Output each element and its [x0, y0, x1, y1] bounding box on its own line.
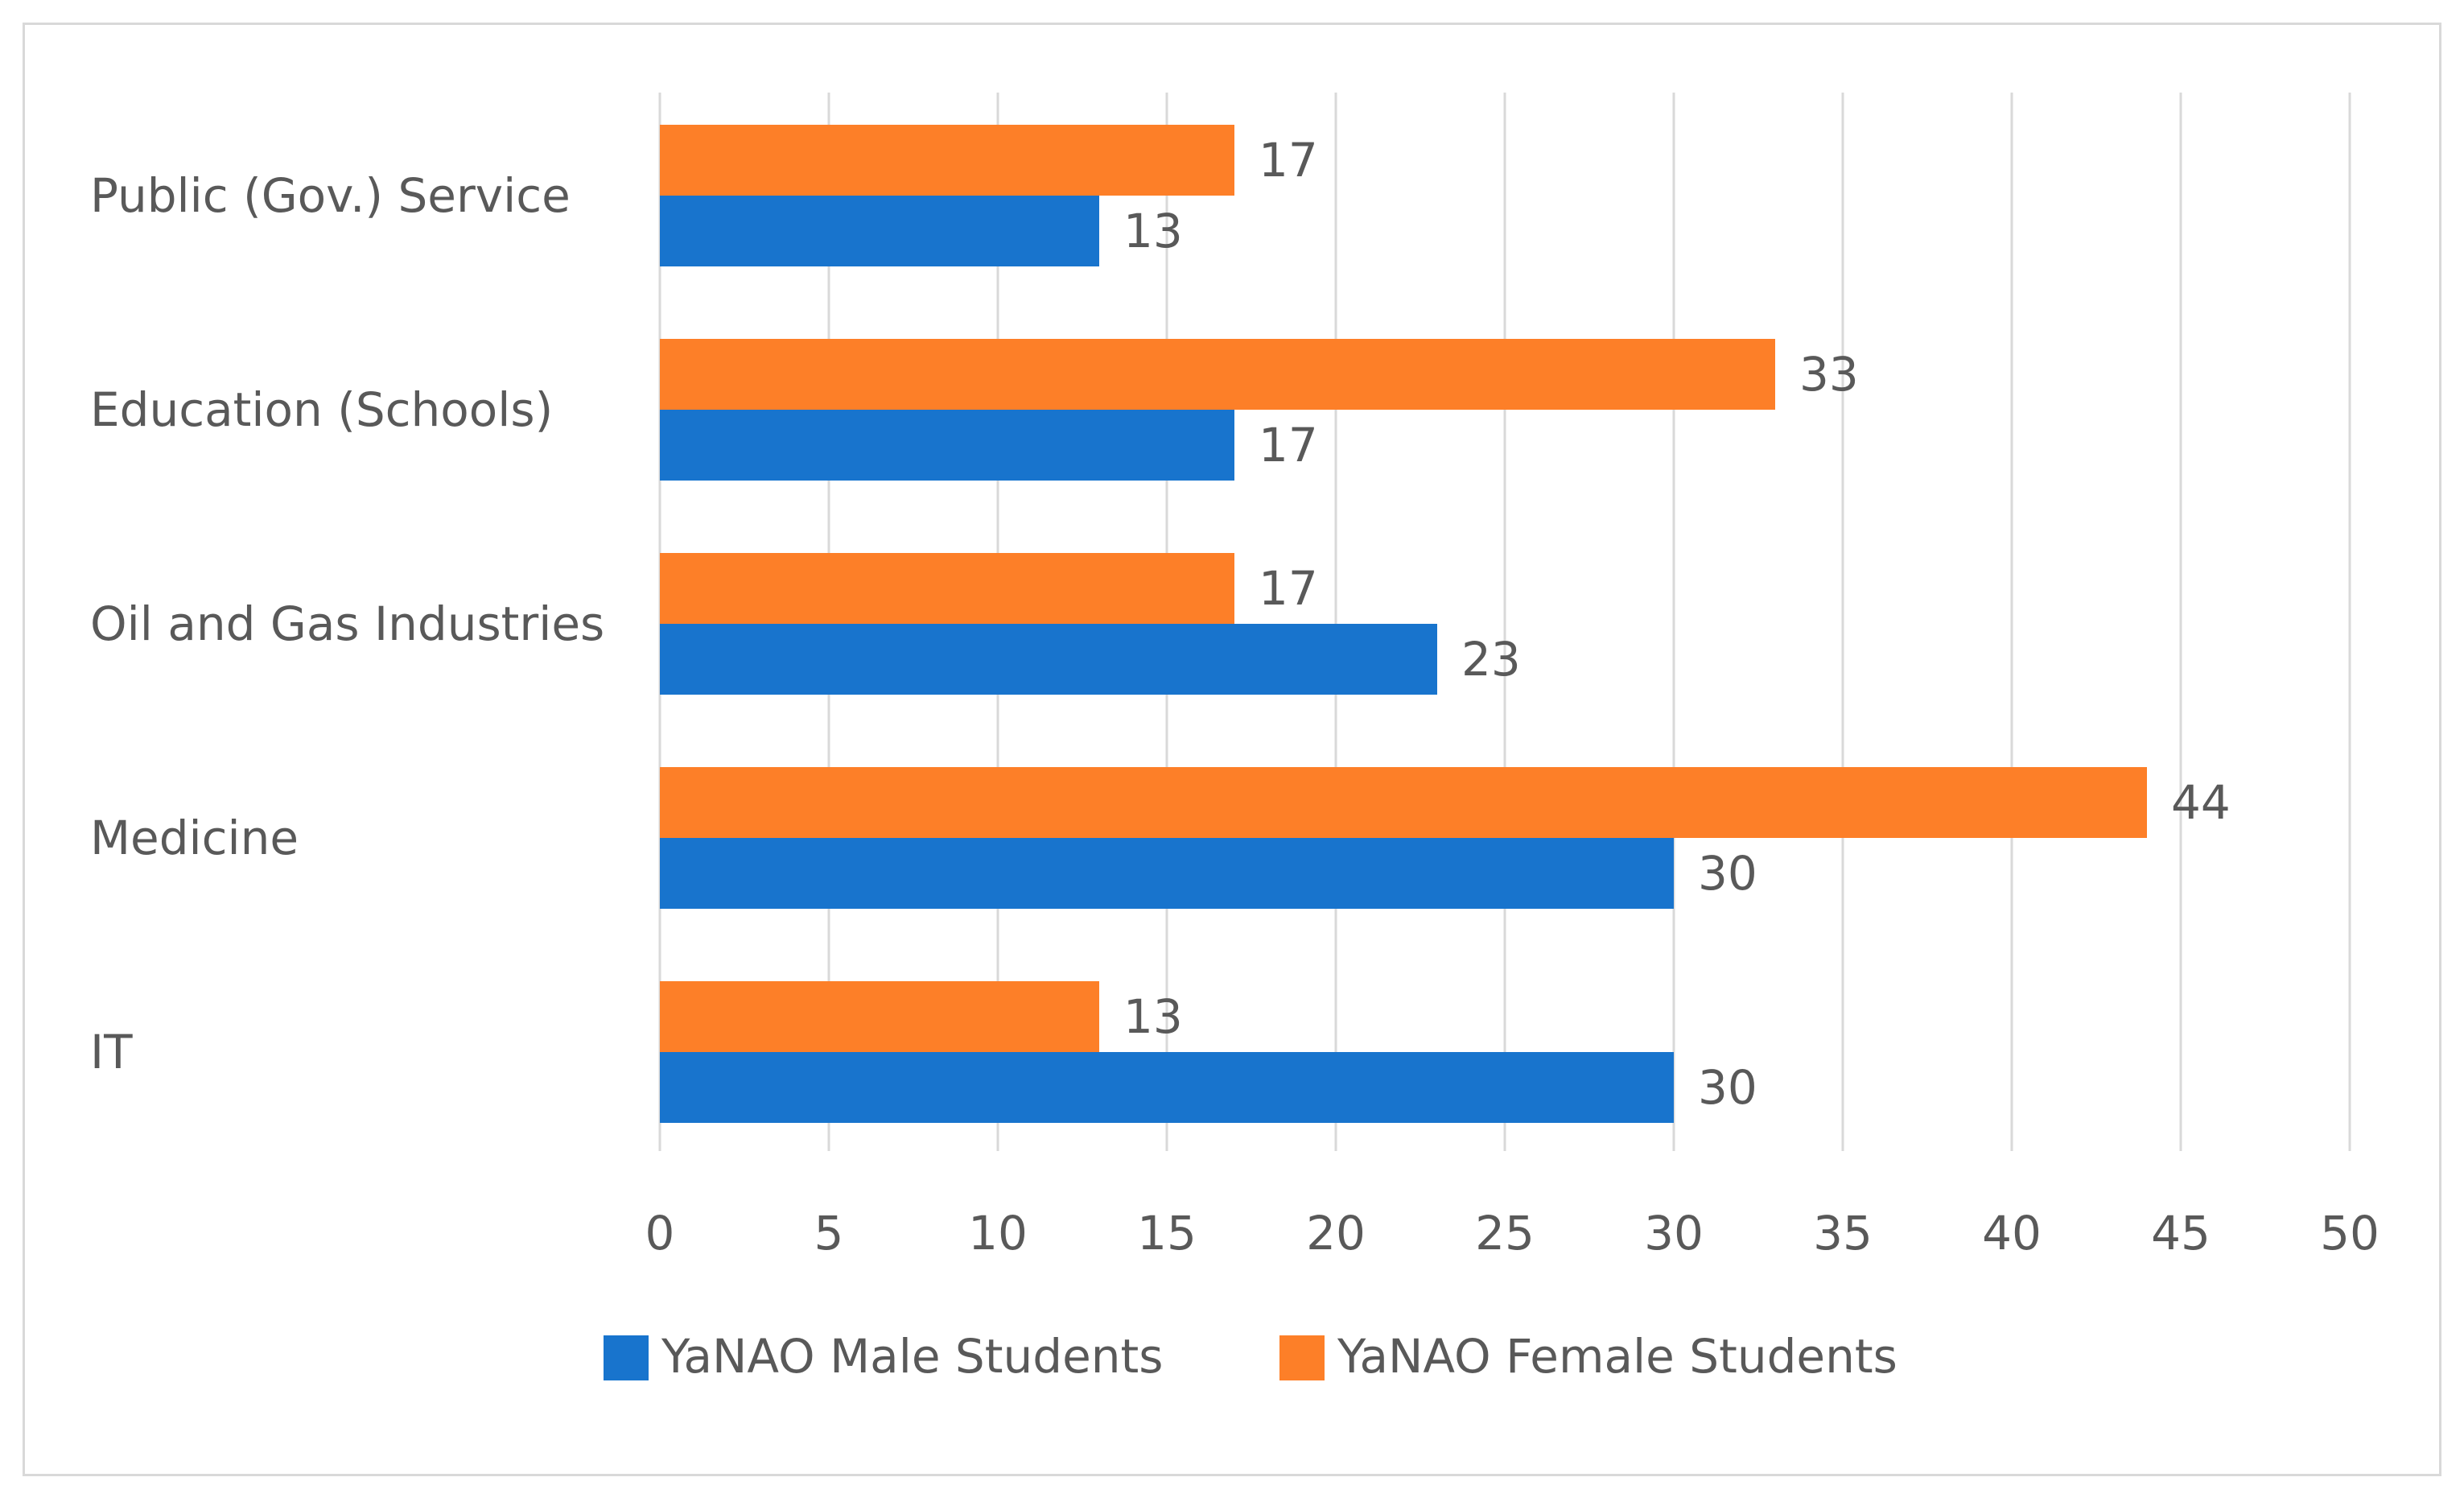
- legend-swatch-yanao-male-students: [604, 1335, 649, 1380]
- category-label-public-gov-service: Public (Gov.) Service: [90, 168, 571, 223]
- category-label-it: IT: [90, 1025, 133, 1079]
- legend-label-yanao-male-students: YaNAO Male Students: [661, 1329, 1163, 1384]
- bar-yanao-male-students-medicine: [660, 838, 1674, 909]
- bar-yanao-male-students-education-schools: [660, 410, 1234, 481]
- bar-yanao-male-students-oil-and-gas-industries: [660, 624, 1437, 695]
- data-label-yanao-male-students-oil-and-gas-industries: 23: [1461, 632, 1521, 687]
- legend-label-yanao-female-students: YaNAO Female Students: [1337, 1329, 1897, 1384]
- x-tick-label-30: 30: [1644, 1206, 1704, 1261]
- chart-frame: [23, 23, 2441, 1476]
- data-label-yanao-female-students-it: 13: [1123, 989, 1183, 1044]
- x-tick-label-25: 25: [1475, 1206, 1535, 1261]
- x-tick-label-35: 35: [1813, 1206, 1873, 1261]
- bar-yanao-female-students-oil-and-gas-industries: [660, 553, 1234, 624]
- x-tick-label-45: 45: [2151, 1206, 2211, 1261]
- data-label-yanao-female-students-medicine: 44: [2171, 775, 2231, 830]
- legend-swatch-yanao-female-students: [1279, 1335, 1325, 1380]
- gridlines: [658, 93, 2351, 1151]
- data-label-yanao-female-students-oil-and-gas-industries: 17: [1259, 561, 1318, 616]
- data-label-yanao-female-students-public-gov-service: 17: [1259, 133, 1318, 188]
- data-label-yanao-male-students-it: 30: [1698, 1060, 1757, 1115]
- category-axis: Public (Gov.) Service Education (Schools)…: [90, 168, 604, 1079]
- category-label-medicine: Medicine: [90, 811, 299, 865]
- category-label-education-schools: Education (Schools): [90, 382, 553, 437]
- x-tick-label-10: 10: [968, 1206, 1028, 1261]
- x-tick-label-40: 40: [1982, 1206, 2042, 1261]
- bar-yanao-female-students-it: [660, 981, 1099, 1052]
- bar-yanao-female-students-education-schools: [660, 339, 1775, 410]
- bars: [660, 125, 2147, 1123]
- x-tick-label-20: 20: [1306, 1206, 1366, 1261]
- bar-yanao-male-students-it: [660, 1052, 1674, 1123]
- x-tick-label-15: 15: [1137, 1206, 1197, 1261]
- x-tick-label-5: 5: [814, 1206, 844, 1261]
- bar-yanao-female-students-medicine: [660, 767, 2147, 838]
- data-label-yanao-male-students-public-gov-service: 13: [1123, 204, 1183, 258]
- data-label-yanao-female-students-education-schools: 33: [1799, 347, 1859, 402]
- category-label-oil-and-gas-industries: Oil and Gas Industries: [90, 596, 604, 651]
- x-tick-label-0: 0: [645, 1206, 675, 1261]
- data-labels: 17 13 33 17 17 23 44 30 13 30: [1123, 133, 2231, 1115]
- data-label-yanao-male-students-medicine: 30: [1698, 846, 1757, 901]
- legend: YaNAO Male Students YaNAO Female Students: [604, 1329, 1897, 1384]
- bar-yanao-female-students-public-gov-service: [660, 125, 1234, 196]
- bar-yanao-male-students-public-gov-service: [660, 196, 1099, 266]
- value-axis: 0 5 10 15 20 25 30 35 40 45 50: [645, 1206, 2380, 1261]
- data-label-yanao-male-students-education-schools: 17: [1259, 418, 1318, 472]
- x-tick-label-50: 50: [2320, 1206, 2380, 1261]
